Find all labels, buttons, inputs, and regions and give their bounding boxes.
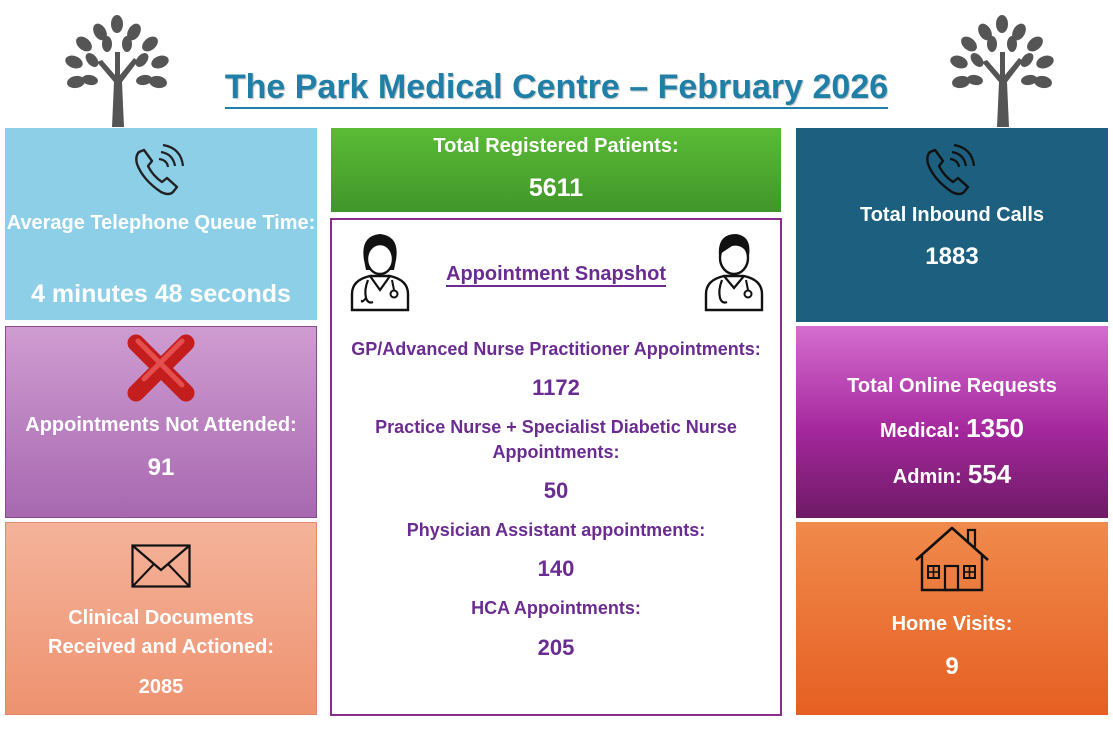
phone-queue-value: 4 minutes 48 seconds [31, 280, 291, 308]
online-admin-label: Admin: [892, 466, 962, 488]
male-doctor-icon [702, 230, 766, 317]
online-medical-value: 1350 [966, 413, 1024, 443]
phone-queue-tile: Average Telephone Queue Time: 4 minutes … [5, 128, 317, 320]
online-medical-label: Medical: [880, 420, 961, 442]
online-admin-row: Admin: 554 [796, 459, 1108, 490]
house-icon [796, 524, 1108, 594]
clinical-documents-value: 2085 [138, 676, 184, 698]
hca-appointments-value: 205 [537, 635, 575, 660]
phone-queue-label: Average Telephone Queue Time: [6, 212, 316, 234]
nurse-appointments-label-line2: Appointments: [492, 442, 620, 462]
appointments-not-attended-tile: Appointments Not Attended: 91 [5, 326, 317, 518]
registered-patients-value: 5611 [528, 174, 584, 202]
gp-appointments-label: GP/Advanced Nurse Practitioner Appointme… [351, 339, 761, 359]
red-cross-icon [6, 329, 316, 407]
appointments-not-attended-value: 91 [147, 454, 175, 481]
registered-patients-tile: Total Registered Patients: 5611 [331, 128, 781, 212]
page-title: The Park Medical Centre – February 2026 [0, 68, 1113, 109]
physician-assistant-label: Physician Assistant appointments: [406, 520, 706, 540]
hca-appointments-label: HCA Appointments: [471, 598, 641, 618]
clinical-documents-label-line1: Clinical Documents [68, 607, 254, 629]
registered-patients-label: Total Registered Patients: [433, 135, 679, 157]
physician-assistant-value: 140 [537, 556, 575, 581]
female-doctor-icon [348, 230, 412, 317]
telephone-icon [796, 142, 1108, 198]
inbound-calls-tile: Total Inbound Calls 1883 [796, 128, 1108, 322]
online-medical-row: Medical: 1350 [796, 413, 1108, 444]
home-visits-value: 9 [945, 653, 959, 680]
clinical-documents-tile: Clinical Documents Received and Actioned… [5, 522, 317, 715]
inbound-calls-value: 1883 [925, 243, 979, 270]
nurse-appointments-value: 50 [543, 478, 569, 503]
online-requests-tile: Total Online Requests Medical: 1350 Admi… [796, 326, 1108, 518]
nurse-appointments-label-line1: Practice Nurse + Specialist Diabetic Nur… [375, 417, 737, 437]
envelope-icon [6, 544, 316, 588]
online-admin-value: 554 [967, 459, 1012, 489]
tree-icon [52, 12, 182, 127]
home-visits-label: Home Visits: [891, 613, 1013, 635]
inbound-calls-label: Total Inbound Calls [859, 204, 1045, 226]
appointments-not-attended-label: Appointments Not Attended: [25, 414, 297, 436]
appointment-snapshot-title: Appointment Snapshot [446, 263, 666, 287]
online-requests-label: Total Online Requests [847, 375, 1057, 397]
telephone-icon [5, 142, 317, 198]
gp-appointments-value: 1172 [532, 375, 580, 400]
tree-icon [937, 12, 1067, 127]
clinical-documents-label-line2: Received and Actioned: [48, 636, 274, 658]
home-visits-tile: Home Visits: 9 [796, 522, 1108, 715]
appointment-snapshot-panel: Appointment Snapshot GP/Advanced Nurse P… [330, 218, 782, 716]
